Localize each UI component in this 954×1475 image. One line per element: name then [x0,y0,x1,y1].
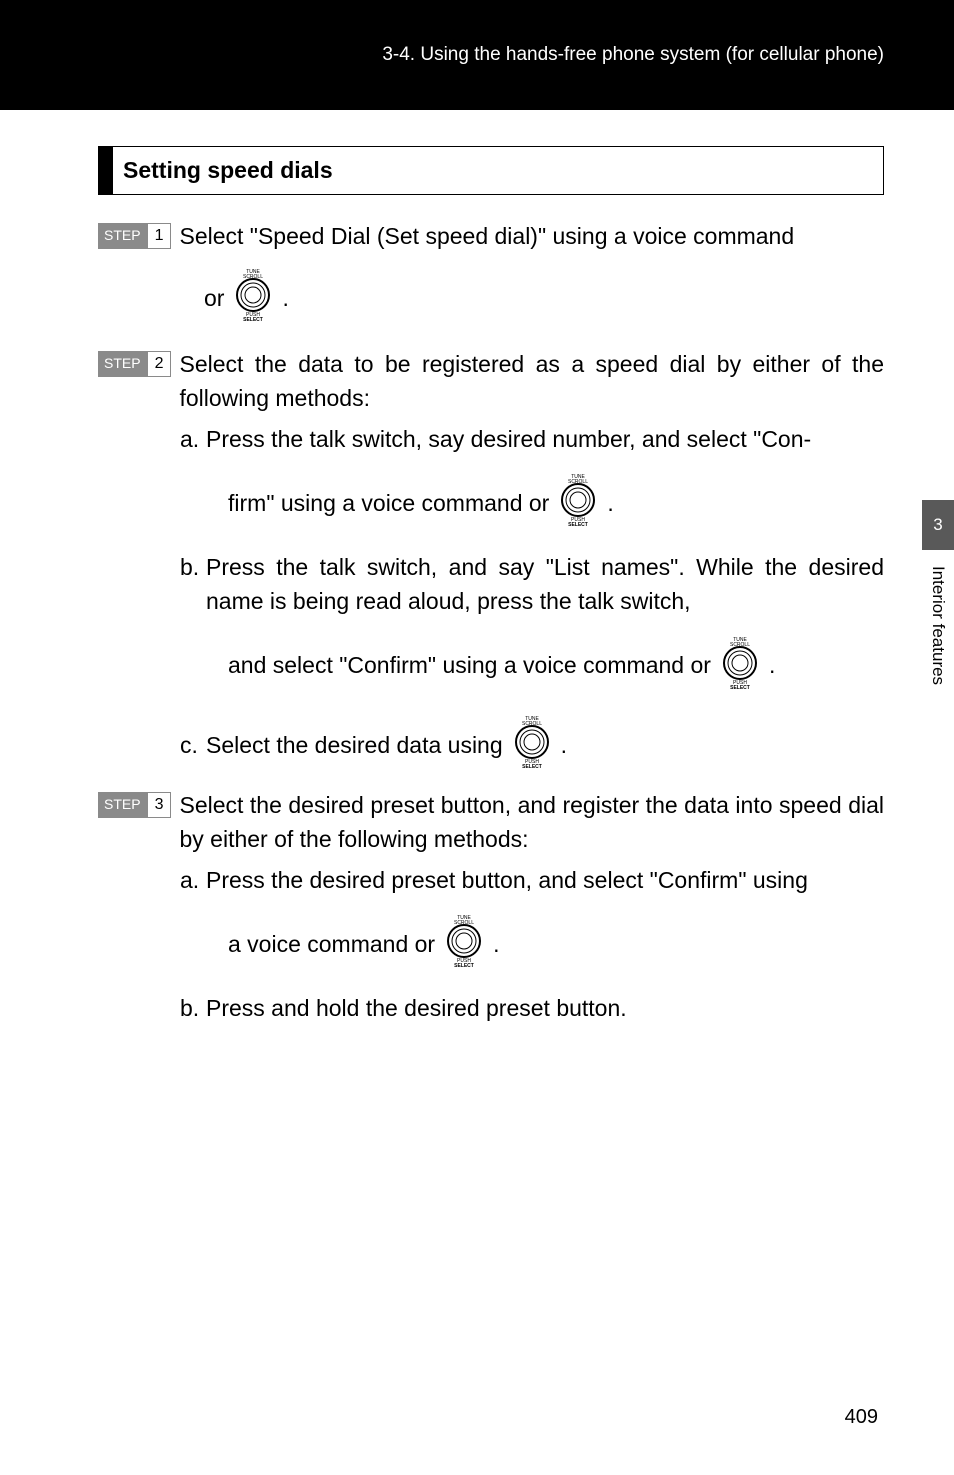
header-bar [99,147,113,194]
tune-knob-icon: TUNE SCROLL PUSH SELECT [228,265,278,331]
top-banner: 3-4. Using the hands-free phone system (… [0,0,954,110]
step-3a-line2a: a voice command or [228,927,435,962]
letter-b: b. [180,991,206,1026]
step-2c-wrap: Select the desired data using TUNE SCROL… [206,712,884,778]
step-3: STEP 3 Select the desired preset button,… [98,788,884,857]
step-1-dot: . [282,281,288,316]
step-badge-1: STEP 1 [98,223,171,249]
step-2c-line1b: . [561,728,567,763]
banner-text: 3-4. Using the hands-free phone system (… [382,44,884,66]
step-num: 1 [147,223,172,249]
svg-text:SELECT: SELECT [244,317,264,321]
step-num: 3 [147,792,172,818]
letter-a: a. [180,863,206,898]
section-header: Setting speed dials [98,146,884,195]
tune-knob-icon: TUNE SCROLL PUSH SELECT [439,911,489,977]
step-2c-line1a: Select the desired data using [206,728,503,763]
step-2a-cont: firm" using a voice command or TUNE SCRO… [98,470,884,536]
step-label: STEP [98,223,147,249]
step-label: STEP [98,351,147,377]
step-2a-line2b: . [607,486,613,521]
step-2a-line1: Press the talk switch, say desired numbe… [206,422,884,457]
step-badge-3: STEP 3 [98,792,171,818]
step-num: 2 [147,351,172,377]
step-1-text: Select "Speed Dial (Set speed dial)" usi… [179,219,884,254]
step-2b: b. Press the talk switch, and say "List … [98,550,884,619]
step-1-cont: or TUNE SCROLL PUSH SELECT . [98,265,884,331]
tune-knob-icon: TUNE SCROLL PUSH SELECT [715,633,765,699]
step-2b-line2a: and select "Confirm" using a voice comma… [228,648,711,683]
step-2c: c. Select the desired data using TUNE SC… [98,712,884,778]
page: 3-4. Using the hands-free phone system (… [0,0,954,1475]
step-3a: a. Press the desired preset button, and … [98,863,884,898]
svg-text:SELECT: SELECT [522,764,542,768]
side-tab-num: 3 [922,500,954,550]
tune-knob-icon: TUNE SCROLL PUSH SELECT [553,470,603,536]
tune-knob-icon: TUNE SCROLL PUSH SELECT [507,712,557,778]
step-1: STEP 1 Select "Speed Dial (Set speed dia… [98,219,884,254]
letter-b: b. [180,550,206,619]
svg-text:SELECT: SELECT [568,522,588,526]
step-2a-line2a: firm" using a voice command or [228,486,549,521]
side-tab-label: Interior features [928,566,948,685]
step-badge-2: STEP 2 [98,351,171,377]
letter-a: a. [180,422,206,457]
step-2: STEP 2 Select the data to be registered … [98,347,884,416]
step-3a-line2b: . [493,927,499,962]
step-1-or: or [204,281,224,316]
svg-text:SELECT: SELECT [730,685,750,689]
step-3a-cont: a voice command or TUNE SCROLL PUSH SELE… [98,911,884,977]
content: Setting speed dials STEP 1 Select "Speed… [0,110,954,1025]
page-number: 409 [845,1406,878,1429]
step-2b-line2b: . [769,648,775,683]
letter-c: c. [180,728,206,763]
section-title: Setting speed dials [113,147,343,194]
side-tab: 3 Interior features [922,500,954,685]
step-2b-line1: Press the talk switch, and say "List nam… [206,550,884,619]
step-2b-cont: and select "Confirm" using a voice comma… [98,633,884,699]
step-3b: b. Press and hold the desired preset but… [98,991,884,1026]
svg-text:SELECT: SELECT [454,963,474,967]
step-2a: a. Press the talk switch, say desired nu… [98,422,884,457]
step-3-text: Select the desired preset button, and re… [179,788,884,857]
step-3b-line1: Press and hold the desired preset button… [206,991,884,1026]
step-2-text: Select the data to be registered as a sp… [179,347,884,416]
step-3a-line1: Press the desired preset button, and sel… [206,863,884,898]
step-label: STEP [98,792,147,818]
